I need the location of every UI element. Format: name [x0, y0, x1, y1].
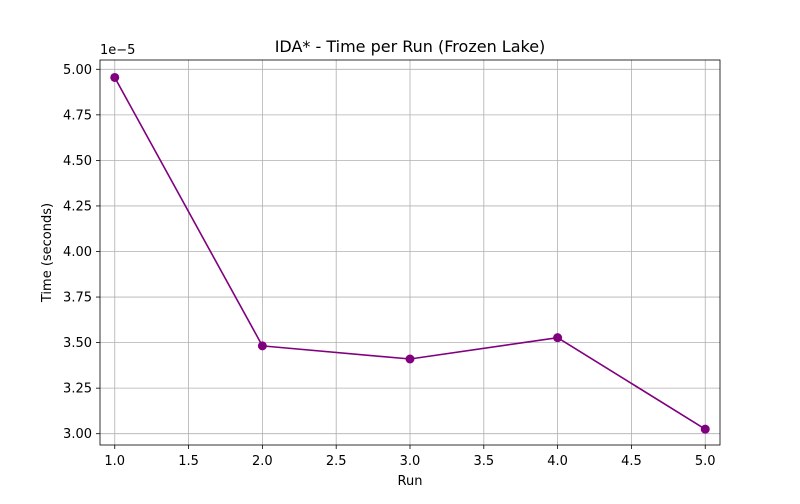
y-tick-label: 4.50 [63, 154, 92, 169]
grid [100, 60, 720, 445]
x-axis: 1.0 1.5 2.0 2.5 3.0 3.5 4.0 4.5 5.0 [104, 445, 716, 469]
y-tick-label: 3.50 [63, 336, 92, 351]
y-axis: 3.00 3.25 3.50 3.75 4.00 4.25 4.50 4.75 5.00 [63, 63, 100, 442]
chart-title: IDA* - Time per Run (Frozen Lake) [275, 37, 546, 56]
x-tick-label: 2.5 [326, 454, 347, 469]
data-point [110, 72, 120, 82]
y-axis-title: Time (seconds) [40, 203, 55, 303]
x-tick-label: 2.0 [252, 454, 273, 469]
y-tick-label: 3.75 [63, 291, 92, 306]
y-tick-label: 4.25 [63, 199, 92, 214]
y-axis-offset-label: 1e−5 [100, 43, 135, 58]
data-point [553, 333, 563, 343]
y-tick-label: 4.00 [63, 245, 92, 260]
x-tick-label: 3.5 [473, 454, 494, 469]
x-tick-label: 3.0 [400, 454, 421, 469]
x-tick-label: 1.5 [178, 454, 199, 469]
y-tick-label: 4.75 [63, 108, 92, 123]
data-point [257, 341, 267, 351]
x-tick-label: 4.5 [621, 454, 642, 469]
data-point [700, 424, 710, 434]
x-axis-title: Run [398, 474, 423, 489]
data-point [405, 354, 415, 364]
y-tick-label: 5.00 [63, 63, 92, 78]
x-tick-label: 5.0 [695, 454, 716, 469]
y-tick-label: 3.25 [63, 382, 92, 397]
series [110, 72, 710, 434]
x-tick-label: 4.0 [547, 454, 568, 469]
x-tick-label: 1.0 [104, 454, 125, 469]
y-tick-label: 3.00 [63, 427, 92, 442]
